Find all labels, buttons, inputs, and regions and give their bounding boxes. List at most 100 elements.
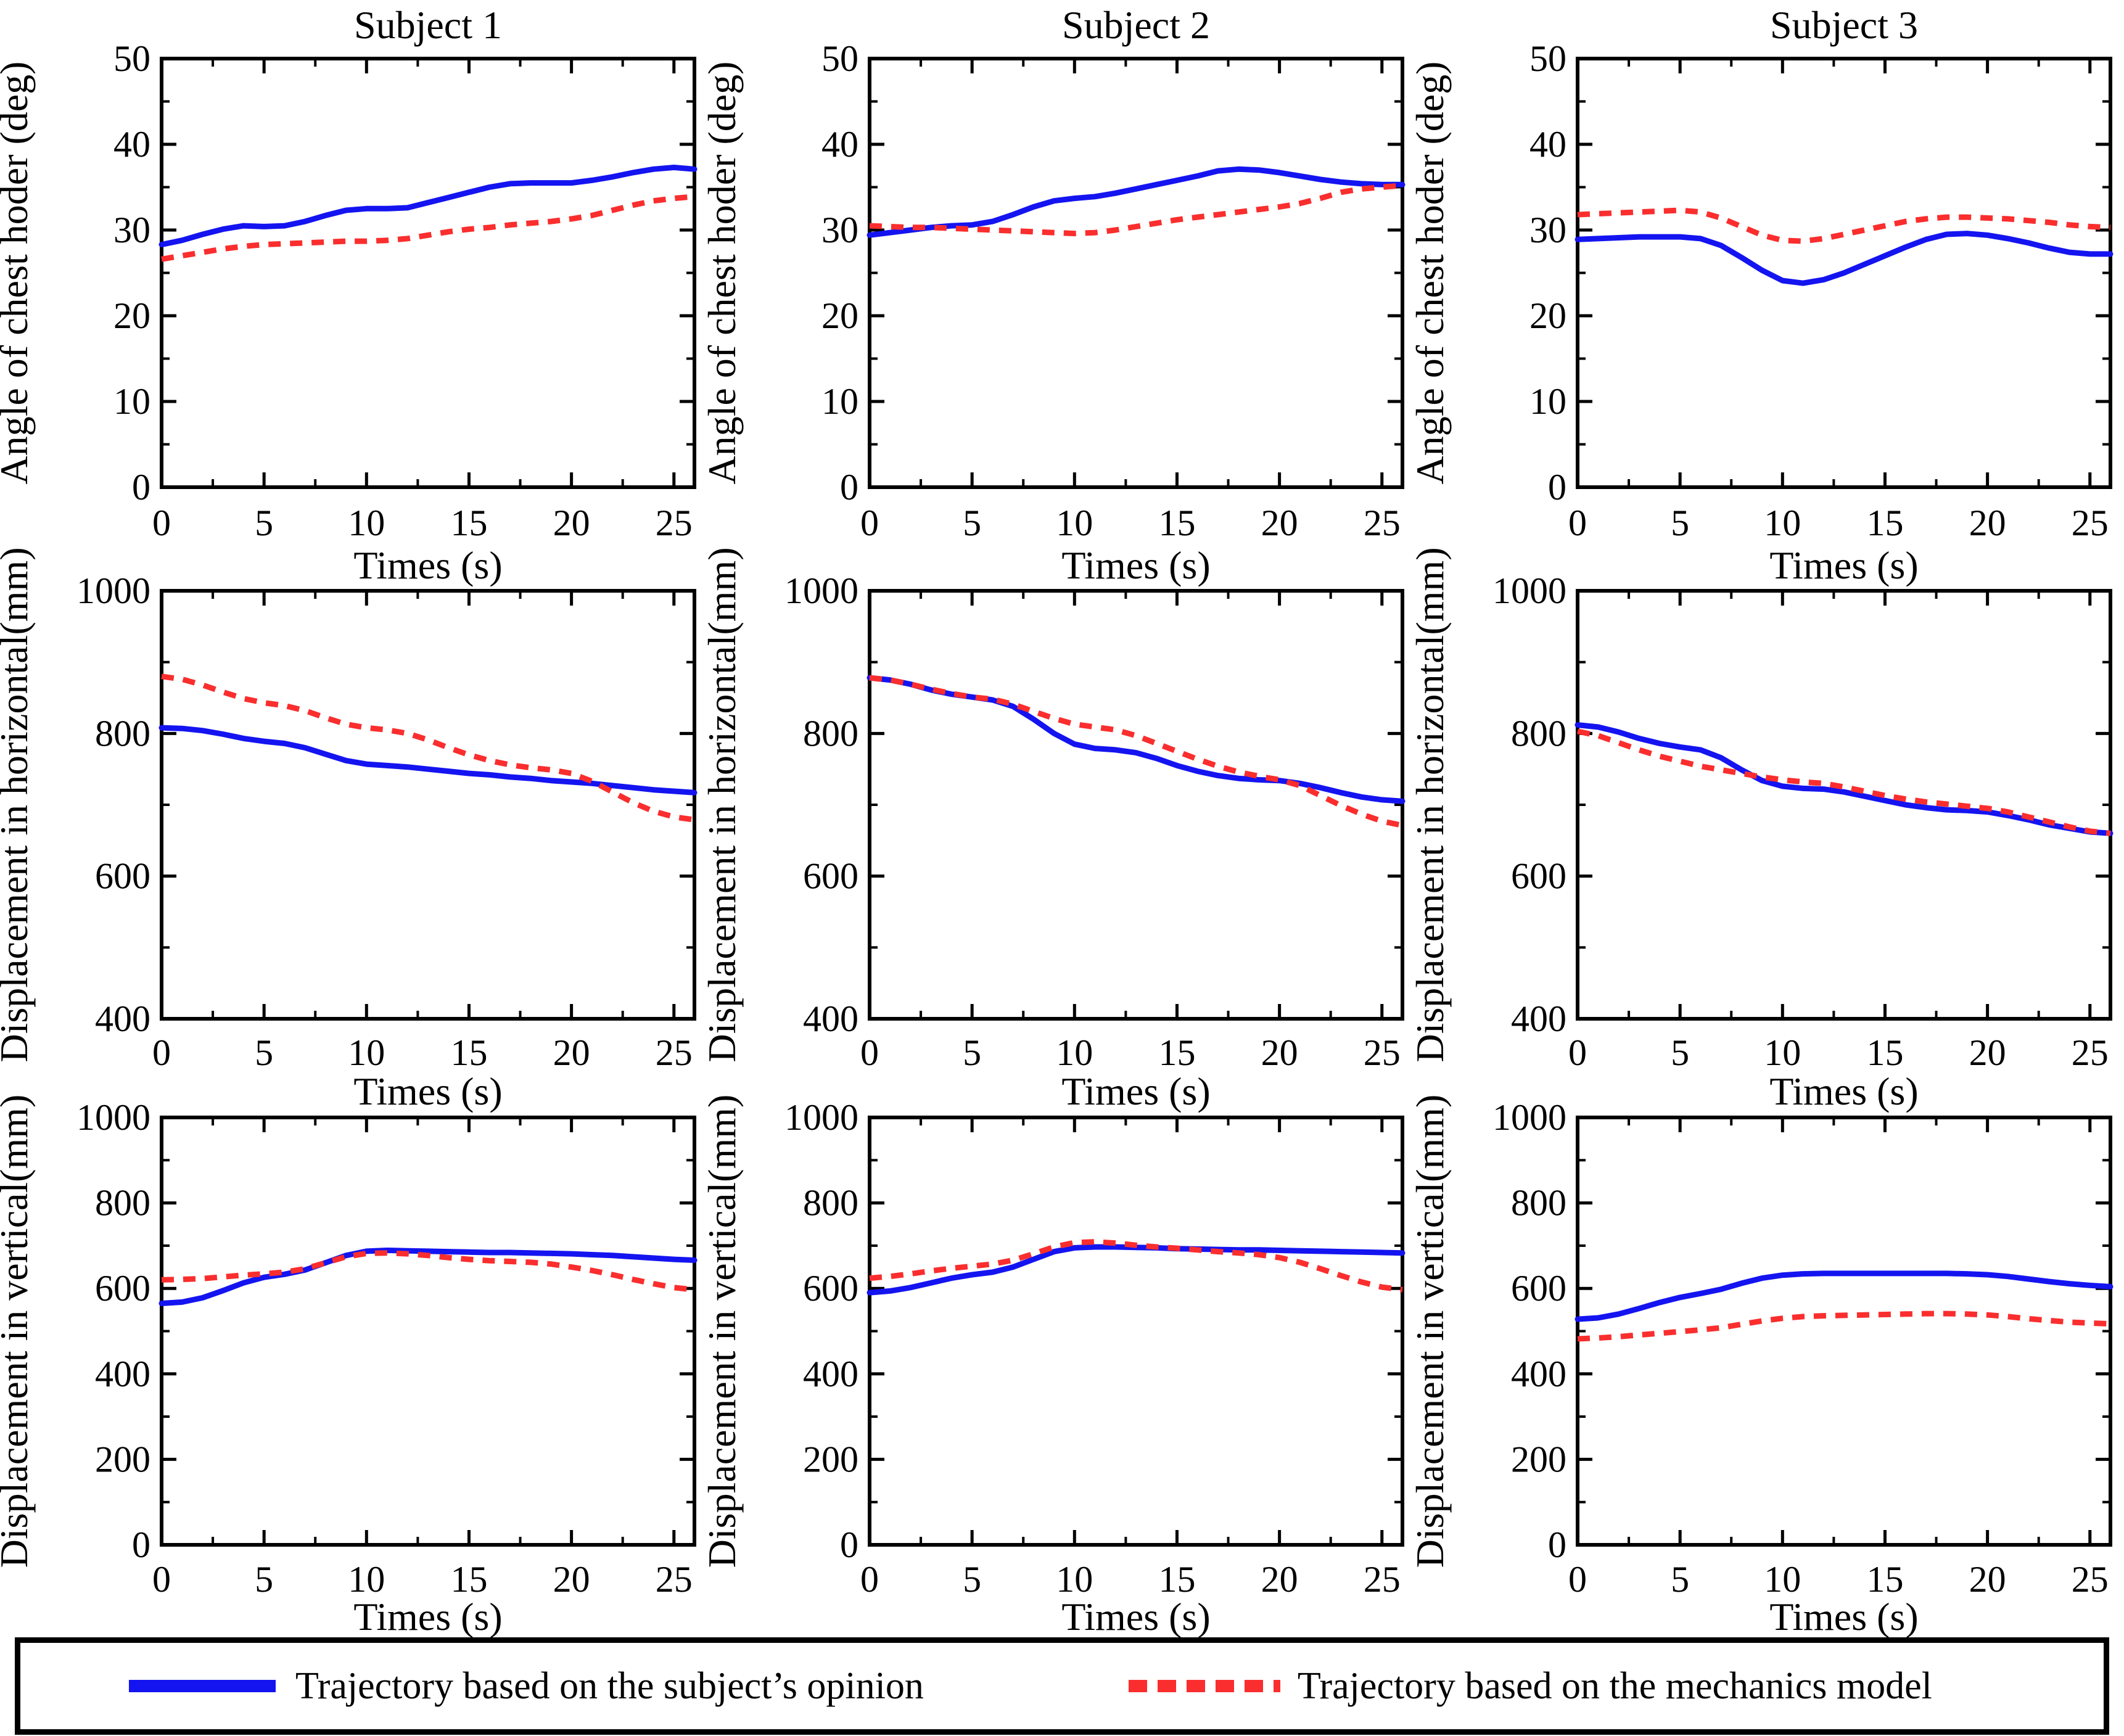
- x-tick-label: 25: [2072, 1032, 2109, 1073]
- x-axis-label: Times (s): [1769, 543, 1918, 587]
- chart-title: Subject 2: [1062, 3, 1210, 47]
- x-tick-label: 10: [1764, 1032, 1801, 1073]
- x-tick-label: 0: [860, 503, 879, 543]
- x-tick-label: 0: [1568, 503, 1587, 543]
- x-tick-label: 0: [1568, 1559, 1587, 1600]
- y-tick-label: 400: [1511, 998, 1566, 1039]
- x-tick-label: 5: [1671, 1559, 1689, 1600]
- x-tick-label: 0: [152, 1032, 171, 1073]
- x-tick-label: 10: [1056, 1032, 1093, 1073]
- series-line-mechanics-model: [1577, 207, 2111, 244]
- y-tick-label: 0: [840, 467, 858, 508]
- y-tick-label: 50: [821, 38, 858, 79]
- x-tick-label: 5: [963, 1032, 981, 1073]
- y-tick-label: 800: [1511, 713, 1566, 754]
- y-tick-label: 50: [113, 38, 150, 79]
- chart-subject2-horizontal: 0 5 10 15 20 25 400 600 800 1000 Times (s) Displace…: [700, 547, 1416, 1113]
- y-axis-label: Angle of chest hoder (deg): [1408, 62, 1452, 485]
- chart-subject1-horizontal: 0 5 10 15 20 25 400 600 800 1000 Times (s) Displace…: [0, 547, 708, 1113]
- x-axis-label: Times (s): [1769, 1069, 1918, 1113]
- chart-subject1-vertical: 0 5 10 15 20 25 0 200 400 600 800 1000 Times (s) Disp…: [0, 1095, 708, 1639]
- x-tick-label: 5: [1671, 1032, 1689, 1073]
- series-line-subject-opinion: [158, 165, 698, 248]
- x-tick-label: 25: [1364, 1032, 1401, 1073]
- x-tick-label: 10: [348, 1032, 385, 1073]
- y-tick-label: 800: [95, 713, 150, 754]
- y-tick-label: 50: [1529, 38, 1566, 79]
- y-tick-label: 30: [821, 210, 858, 250]
- series-line-mechanics-model: [869, 675, 1403, 828]
- series-line-subject-opinion: [158, 1248, 698, 1306]
- x-tick-label: 15: [1158, 503, 1195, 543]
- y-tick-label: 10: [821, 381, 858, 422]
- x-tick-label: 20: [1261, 1032, 1298, 1073]
- x-tick-label: 10: [1056, 503, 1093, 543]
- x-tick-label: 25: [656, 503, 693, 543]
- series-line-subject-opinion: [158, 725, 698, 796]
- y-tick-label: 0: [132, 467, 150, 508]
- x-tick-label: 0: [860, 1032, 879, 1073]
- plot-frame: [1576, 589, 2112, 1021]
- y-tick-label: 40: [821, 124, 858, 165]
- chart-svg: 0 5 10 15 20 25 0 200 400 600 800 1000 Times (s) Disp…: [0, 1095, 698, 1639]
- chart-svg: 0 5 10 15 20 25 0 10 20 30 40 50 Subject 2 Times (s) A…: [700, 3, 1406, 587]
- y-tick-label: 30: [1529, 210, 1566, 250]
- plot-frame: [160, 1116, 696, 1547]
- plot-frame: [868, 57, 1404, 489]
- x-tick-label: 20: [1261, 503, 1298, 543]
- chart-title: Subject 3: [1770, 3, 1918, 47]
- x-tick-label: 0: [152, 503, 171, 543]
- x-tick-label: 25: [1364, 503, 1401, 543]
- x-tick-label: 25: [2072, 503, 2109, 543]
- y-tick-label: 400: [1511, 1354, 1566, 1394]
- row-angle: 0 5 10 15 20 25 0 10 20 30 40 50 Subject 1 Times (s) A…: [0, 0, 2124, 587]
- chart-title: Subject 1: [354, 3, 502, 47]
- x-tick-label: 10: [1056, 1559, 1093, 1600]
- x-tick-label: 15: [1866, 503, 1903, 543]
- x-tick-label: 20: [1969, 1032, 2006, 1073]
- row-horizontal-displacement: 0 5 10 15 20 25 400 600 800 1000 Times (s) Displace…: [0, 547, 2124, 1113]
- plot-frame: [1576, 1116, 2112, 1547]
- x-axis-label: Times (s): [1061, 1069, 1210, 1113]
- chart-subject1-angle: 0 5 10 15 20 25 0 10 20 30 40 50 Subject 1 Times (s) A…: [0, 0, 708, 587]
- series-line-mechanics-model: [161, 194, 695, 262]
- plot-frame: [160, 589, 696, 1021]
- y-tick-label: 1000: [76, 1097, 150, 1138]
- chart-subject3-horizontal: 0 5 10 15 20 25 400 600 800 1000 Times (s) Displace…: [1408, 547, 2124, 1113]
- chart-subject3-angle: 0 5 10 15 20 25 0 10 20 30 40 50 Subject 3 Times (s) A…: [1408, 0, 2124, 587]
- y-tick-label: 400: [95, 1354, 150, 1394]
- y-tick-label: 1000: [1492, 570, 1566, 611]
- y-tick-label: 0: [1548, 1524, 1566, 1565]
- y-axis-label: Angle of chest hoder (deg): [700, 62, 744, 485]
- row-vertical-displacement: 0 5 10 15 20 25 0 200 400 600 800 1000 Times (s) Disp…: [0, 1095, 2124, 1639]
- y-tick-label: 0: [1548, 467, 1566, 508]
- chart-subject2-angle: 0 5 10 15 20 25 0 10 20 30 40 50 Subject 2 Times (s) A…: [700, 0, 1416, 587]
- y-tick-label: 800: [803, 713, 858, 754]
- x-tick-label: 20: [553, 1032, 590, 1073]
- chart-svg: 0 5 10 15 20 25 0 200 400 600 800 1000 Times (s) Disp…: [700, 1095, 1406, 1639]
- y-tick-label: 30: [113, 210, 150, 250]
- x-tick-label: 15: [450, 1559, 487, 1600]
- y-tick-label: 800: [95, 1183, 150, 1224]
- chart-svg: 0 5 10 15 20 25 400 600 800 1000 Times (s) Displace…: [700, 547, 1406, 1113]
- x-tick-label: 5: [255, 1559, 273, 1600]
- plot-frame: [868, 1116, 1404, 1547]
- series-line-mechanics-model: [161, 673, 695, 823]
- x-tick-label: 5: [1671, 503, 1689, 543]
- y-axis-label: Displacement in vertical(mm): [1408, 1095, 1452, 1568]
- x-tick-label: 5: [255, 1032, 273, 1073]
- x-tick-label: 20: [1261, 1559, 1298, 1600]
- x-tick-label: 25: [656, 1032, 693, 1073]
- plot-frame: [868, 589, 1404, 1021]
- y-tick-label: 20: [821, 295, 858, 336]
- series-line-mechanics-model: [161, 1250, 695, 1293]
- x-axis-label: Times (s): [1769, 1595, 1918, 1639]
- chart-svg: 0 5 10 15 20 25 0 200 400 600 800 1000 Times (s) Disp…: [1408, 1095, 2114, 1639]
- x-tick-label: 25: [1364, 1559, 1401, 1600]
- y-tick-label: 1000: [1492, 1097, 1566, 1138]
- y-tick-label: 20: [1529, 295, 1566, 336]
- solid-line-icon: [129, 1680, 276, 1692]
- y-tick-label: 1000: [784, 1097, 858, 1138]
- y-tick-label: 200: [803, 1439, 858, 1479]
